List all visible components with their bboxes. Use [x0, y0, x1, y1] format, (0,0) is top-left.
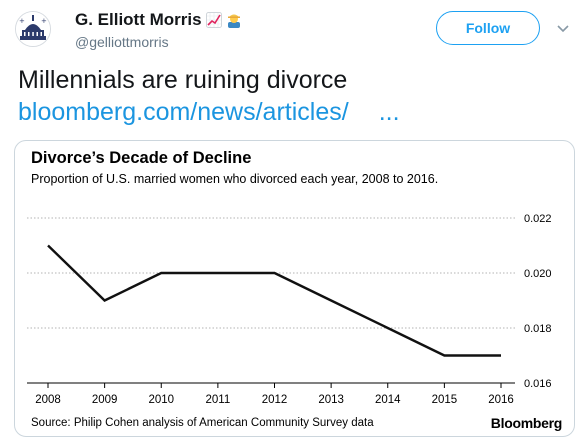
chart-title: Divorce’s Decade of Decline — [31, 149, 252, 167]
x-tick-label: 2014 — [375, 394, 401, 406]
link-ellipsis: ... — [378, 98, 400, 126]
tweet-text: Millennials are ruining divorce — [18, 66, 348, 94]
chart-subtitle: Proportion of U.S. married women who div… — [31, 172, 439, 186]
x-tick-label: 2008 — [35, 394, 61, 406]
capitol-building-icon: + + — [16, 12, 50, 46]
y-tick-label: 0.016 — [524, 378, 552, 390]
svg-text:+: + — [41, 17, 47, 25]
chart-source: Source: Philip Cohen analysis of America… — [31, 417, 374, 429]
chart-card[interactable]: Divorce’s Decade of Decline Proportion o… — [14, 140, 575, 437]
y-tick-label: 0.020 — [524, 268, 552, 280]
y-tick-label: 0.022 — [524, 213, 552, 225]
man-farmer-emoji — [227, 14, 240, 28]
series-line — [47, 244, 501, 357]
x-tick-label: 2015 — [432, 394, 458, 406]
tweet-header: + + G. Elliott Morris @gelliottmorris Fo… — [0, 0, 582, 58]
y-tick-label: 0.018 — [524, 323, 552, 335]
x-tick-label: 2009 — [92, 394, 118, 406]
chart-increasing-emoji — [205, 12, 222, 28]
bloomberg-logo: Bloomberg — [490, 415, 563, 431]
x-tick-label: 2010 — [148, 394, 174, 406]
svg-text:+: + — [19, 17, 25, 25]
tweet-link-row: bloomberg.com/news/articles/... — [18, 96, 400, 128]
capitol-building-avatar[interactable]: + + — [15, 11, 51, 47]
author-handle[interactable]: @gelliottmorris — [75, 34, 169, 50]
x-tick-label: 2011 — [206, 394, 231, 406]
x-tick-label: 2012 — [262, 394, 288, 406]
x-tick-label: 2016 — [488, 394, 514, 406]
follow-button[interactable]: Follow — [436, 11, 540, 45]
line-chart: 0.016 0.018 0.020 0.022 2008 2009 2010 2011 2012… — [27, 213, 552, 406]
chevron-down-icon[interactable] — [555, 20, 571, 36]
author-name-row: G. Elliott Morris — [75, 10, 242, 30]
article-link[interactable]: bloomberg.com/news/articles/ — [18, 98, 349, 126]
author-name[interactable]: G. Elliott Morris — [75, 10, 202, 29]
x-tick-label: 2013 — [318, 394, 344, 406]
